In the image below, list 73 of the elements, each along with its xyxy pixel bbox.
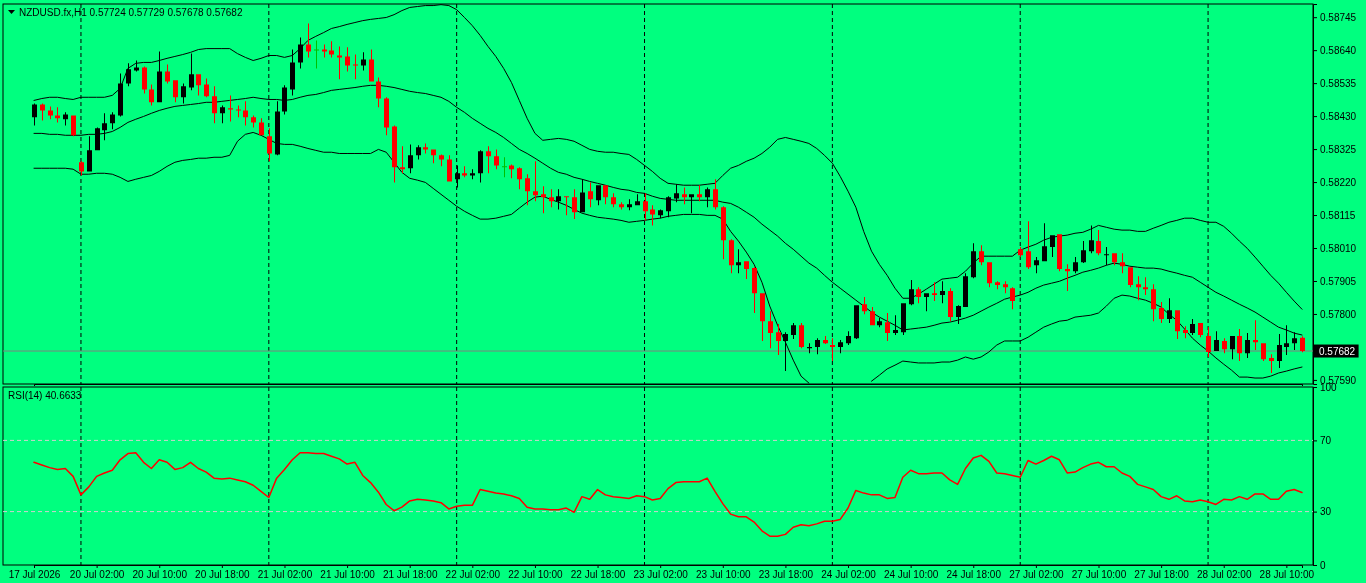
x-tick-label: 20 Jul 10:00 bbox=[132, 569, 188, 581]
candlestick bbox=[345, 47, 350, 72]
x-tick-label: 27 Jul 10:00 bbox=[1071, 569, 1127, 581]
x-tick-label: 24 Jul 18:00 bbox=[946, 569, 1002, 581]
candlestick bbox=[682, 187, 687, 205]
candlestick bbox=[361, 52, 366, 71]
candlestick bbox=[243, 101, 248, 126]
candlestick bbox=[1065, 264, 1070, 292]
ref-line-label: 0.57682 bbox=[1319, 345, 1356, 357]
x-tick-label: 28 Jul 10:00 bbox=[1259, 569, 1315, 581]
candlestick bbox=[533, 161, 538, 202]
candlestick bbox=[940, 281, 945, 304]
x-tick-label: 24 Jul 02:00 bbox=[821, 569, 877, 581]
candlestick bbox=[830, 338, 835, 362]
x-tick-label: 22 Jul 10:00 bbox=[508, 569, 564, 581]
x-tick-label: 28 Jul 02:00 bbox=[1196, 569, 1252, 581]
x-tick-label: 20 Jul 02:00 bbox=[69, 569, 125, 581]
x-tick-label: 23 Jul 02:00 bbox=[633, 569, 689, 581]
y-tick-label: 70 bbox=[1320, 435, 1332, 447]
chart-title: RSI(14) 40.6633 bbox=[8, 390, 82, 401]
x-tick-label: 27 Jul 18:00 bbox=[1134, 569, 1190, 581]
candlestick bbox=[783, 332, 788, 372]
candlestick bbox=[564, 196, 569, 216]
candlestick bbox=[134, 60, 139, 72]
x-tick-label: 24 Jul 10:00 bbox=[883, 569, 939, 581]
candlestick bbox=[400, 146, 405, 174]
x-tick-label: 21 Jul 10:00 bbox=[320, 569, 376, 581]
candlestick bbox=[1143, 277, 1148, 296]
candlestick bbox=[228, 95, 233, 122]
candlestick bbox=[1136, 276, 1141, 301]
x-tick-label: 23 Jul 10:00 bbox=[696, 569, 751, 581]
y-tick-label: 0 bbox=[1320, 559, 1326, 571]
candlestick bbox=[697, 185, 702, 202]
y-tick-label: 0.58745 bbox=[1320, 11, 1357, 23]
y-tick-label: 0.58325 bbox=[1320, 143, 1357, 155]
x-tick-label: 20 Jul 18:00 bbox=[195, 569, 251, 581]
candlestick bbox=[627, 199, 632, 211]
candlestick bbox=[541, 186, 546, 214]
candlestick bbox=[1120, 253, 1125, 274]
candlestick bbox=[619, 202, 624, 210]
y-tick-label: 0.57905 bbox=[1320, 275, 1357, 287]
chart-title: NZDUSD.fx,H1 0.57724 0.57729 0.57678 0.57682 bbox=[19, 7, 243, 18]
candlestick bbox=[1253, 320, 1258, 351]
x-tick-label: 27 Jul 02:00 bbox=[1009, 569, 1065, 581]
candlestick bbox=[736, 249, 741, 274]
candlestick bbox=[502, 157, 507, 178]
candlestick bbox=[689, 194, 694, 214]
candlestick bbox=[995, 281, 1000, 290]
candlestick bbox=[353, 54, 358, 80]
x-tick-label: 21 Jul 02:00 bbox=[257, 569, 313, 581]
x-tick-label: 17 Jul 2026 bbox=[8, 569, 61, 581]
y-tick-label: 0.58430 bbox=[1320, 110, 1357, 122]
y-tick-label: 0.58115 bbox=[1320, 209, 1356, 221]
candlestick bbox=[329, 41, 334, 58]
y-tick-label: 0.58220 bbox=[1320, 176, 1357, 188]
x-tick-label: 23 Jul 18:00 bbox=[758, 569, 814, 581]
candlestick bbox=[932, 282, 937, 302]
y-tick-label: 0.58535 bbox=[1320, 77, 1357, 89]
candlestick bbox=[236, 105, 241, 118]
candlestick bbox=[486, 146, 491, 174]
y-tick-label: 0.57800 bbox=[1320, 308, 1357, 320]
candlestick bbox=[924, 293, 929, 312]
x-tick-label: 21 Jul 18:00 bbox=[382, 569, 438, 581]
candlestick bbox=[509, 164, 514, 179]
line-series bbox=[33, 451, 1303, 537]
y-tick-label: 30 bbox=[1320, 506, 1332, 518]
candlestick bbox=[1104, 247, 1109, 266]
x-tick-label: 22 Jul 18:00 bbox=[570, 569, 626, 581]
candlestick bbox=[55, 107, 60, 123]
y-tick-label: 0.58640 bbox=[1320, 44, 1357, 56]
y-tick-label: 0.58010 bbox=[1320, 242, 1357, 254]
candlestick bbox=[314, 40, 319, 69]
x-tick-label: 22 Jul 02:00 bbox=[445, 569, 501, 581]
